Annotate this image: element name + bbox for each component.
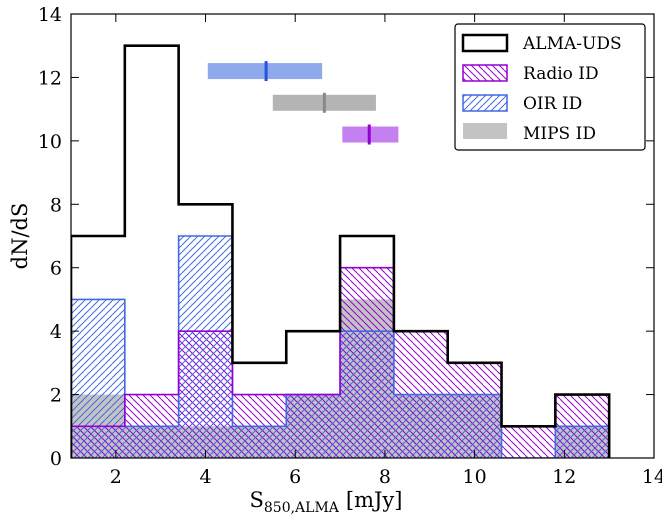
x-axis-label: S850,ALMA [mJy] <box>249 488 402 516</box>
x-tick-label: 6 <box>289 466 301 488</box>
x-axis-label-main: S <box>249 488 263 512</box>
legend: ALMA-UDS Radio ID OIR ID MIPS ID <box>454 23 646 151</box>
legend-label-oir-id: OIR ID <box>523 94 582 114</box>
median-marker-radio-id <box>342 124 399 145</box>
bar-oir-id <box>124 426 179 458</box>
axes-frame <box>70 13 655 459</box>
median-marker-mips-id <box>272 92 376 113</box>
x-tick-label: 14 <box>642 466 662 488</box>
y-tick-label: 14 <box>38 4 62 26</box>
bar-oir-id <box>286 394 341 458</box>
y-tick-label: 2 <box>50 385 62 407</box>
legend-label-mips-id: MIPS ID <box>523 124 596 144</box>
axis-ticks: 2 4 6 8 10 12 14 0 2 4 6 8 10 12 14 <box>38 4 662 488</box>
x-tick-label: 8 <box>379 466 391 488</box>
bar-oir-id <box>178 236 233 458</box>
x-tick-label: 4 <box>199 466 211 488</box>
y-tick-label: 8 <box>50 194 62 216</box>
outline-alma-uds <box>71 44 611 458</box>
y-tick-label: 10 <box>38 131 62 153</box>
y-axis-label: dN/dS <box>8 203 32 270</box>
x-tick-label: 10 <box>463 466 487 488</box>
bar-oir-id <box>555 426 610 458</box>
legend-swatch-mips-id <box>463 123 507 139</box>
legend-swatch-alma-uds <box>461 33 509 53</box>
median-marker-oir-id <box>207 61 323 82</box>
legend-swatch-oir-id <box>462 94 508 112</box>
plot-area <box>71 44 611 458</box>
y-tick-label: 4 <box>50 321 62 343</box>
svg-text:S850,ALMA[mJy]: S850,ALMA [mJy] <box>249 488 402 516</box>
median-tick <box>264 61 268 82</box>
bar-oir-id <box>447 394 502 458</box>
median-tick <box>367 124 371 145</box>
legend-label-radio-id: Radio ID <box>523 64 599 84</box>
x-axis-label-subscript: 850,ALMA <box>264 500 340 516</box>
bar-oir-id <box>340 331 394 458</box>
legend-box <box>454 23 646 151</box>
y-tick-label: 0 <box>50 448 62 470</box>
bar-radio-id <box>501 426 556 458</box>
series-oir-id <box>71 236 610 458</box>
y-tick-label: 12 <box>38 67 62 89</box>
x-tick-label: 12 <box>552 466 576 488</box>
x-axis-label-unit: [mJy] <box>346 488 403 512</box>
bar-oir-id <box>393 394 448 458</box>
median-tick <box>322 92 326 113</box>
y-tick-label: 6 <box>50 258 62 280</box>
bar-oir-id <box>71 299 125 458</box>
legend-label-alma-uds: ALMA-UDS <box>522 34 622 54</box>
bar-oir-id <box>232 426 287 458</box>
x-tick-label: 2 <box>110 466 122 488</box>
legend-swatch-radio-id <box>462 64 508 82</box>
